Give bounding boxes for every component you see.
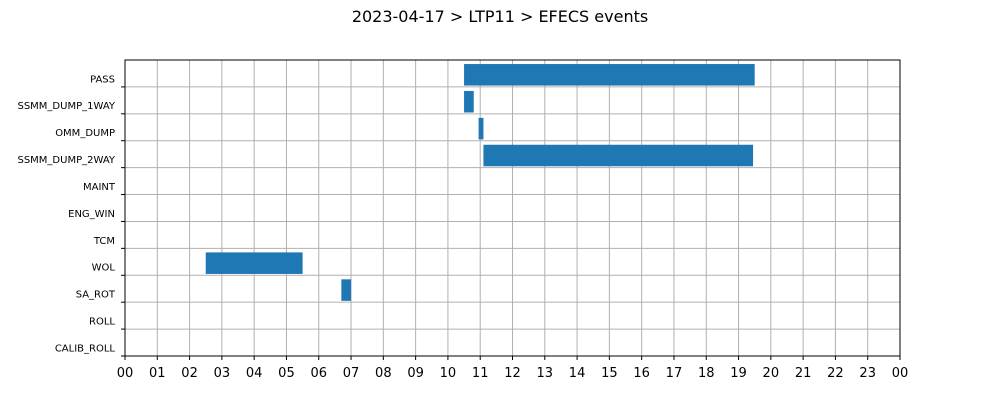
x-tick-label: 01 bbox=[149, 366, 166, 381]
x-tick-label: 20 bbox=[763, 366, 780, 381]
y-tick-label: SSMM_DUMP_1WAY bbox=[17, 101, 115, 112]
x-tick-label: 05 bbox=[278, 366, 295, 381]
x-tick-label: 08 bbox=[375, 366, 392, 381]
x-tick-label: 18 bbox=[698, 366, 715, 381]
x-tick-label: 11 bbox=[472, 366, 489, 381]
x-tick-label: 14 bbox=[569, 366, 586, 381]
event-bar bbox=[478, 117, 484, 140]
y-tick-label: MAINT bbox=[83, 182, 116, 193]
y-axis: PASS SSMM_DUMP_1WAY OMM_DUMP SSMM_DUMP_2WAY… bbox=[17, 74, 125, 357]
event-bars bbox=[205, 64, 755, 301]
x-tick-label: 16 bbox=[633, 366, 650, 381]
x-tick-label: 07 bbox=[343, 366, 360, 381]
x-tick-label: 10 bbox=[440, 366, 457, 381]
y-tick-label: ENG_WIN bbox=[68, 209, 115, 220]
chart-title: 2023-04-17 > LTP11 > EFECS events bbox=[352, 7, 648, 26]
x-tick-label: 04 bbox=[246, 366, 263, 381]
y-tick-label: TCM bbox=[93, 236, 115, 247]
y-tick-label: CALIB_ROLL bbox=[55, 343, 116, 354]
y-tick-label: ROLL bbox=[89, 317, 115, 328]
event-bar bbox=[205, 252, 303, 274]
y-tick-label: WOL bbox=[92, 263, 116, 274]
grid-lines bbox=[124, 60, 901, 356]
event-bar bbox=[464, 90, 474, 113]
y-tick-label: OMM_DUMP bbox=[55, 128, 115, 139]
x-tick-label: 23 bbox=[859, 366, 876, 381]
x-tick-label: 02 bbox=[181, 366, 198, 381]
event-bar bbox=[464, 64, 755, 86]
event-bar bbox=[483, 144, 754, 167]
x-axis: 00 01 02 03 04 05 06 07 08 09 10 11 12 13 14 15 16 17 18 19… bbox=[117, 356, 909, 381]
x-tick-label: 09 bbox=[407, 366, 424, 381]
x-tick-label: 00 bbox=[117, 366, 134, 381]
x-tick-label: 00 bbox=[892, 366, 909, 381]
x-tick-label: 17 bbox=[666, 366, 683, 381]
x-tick-label: 13 bbox=[537, 366, 554, 381]
x-tick-label: 03 bbox=[214, 366, 231, 381]
x-tick-label: 22 bbox=[827, 366, 844, 381]
event-bar bbox=[341, 279, 352, 301]
x-tick-label: 21 bbox=[795, 366, 812, 381]
y-tick-label: PASS bbox=[90, 74, 115, 85]
x-tick-label: 06 bbox=[310, 366, 327, 381]
x-tick-label: 15 bbox=[601, 366, 618, 381]
x-tick-label: 12 bbox=[504, 366, 521, 381]
y-tick-label: SA_ROT bbox=[76, 290, 116, 301]
x-tick-label: 19 bbox=[730, 366, 747, 381]
y-tick-label: SSMM_DUMP_2WAY bbox=[17, 155, 115, 166]
